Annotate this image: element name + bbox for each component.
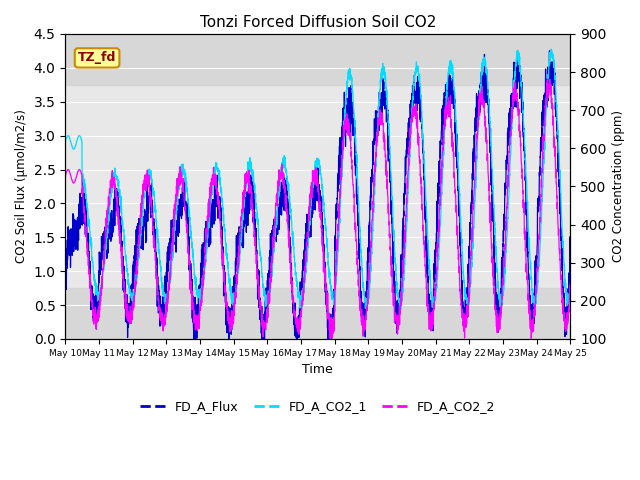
X-axis label: Time: Time bbox=[303, 363, 333, 376]
Title: Tonzi Forced Diffusion Soil CO2: Tonzi Forced Diffusion Soil CO2 bbox=[200, 15, 436, 30]
Y-axis label: CO2 Soil Flux (μmol/m2/s): CO2 Soil Flux (μmol/m2/s) bbox=[15, 109, 28, 264]
Bar bbox=[65, 288, 570, 339]
Y-axis label: CO2 Concentration (ppm): CO2 Concentration (ppm) bbox=[612, 110, 625, 263]
Legend: FD_A_Flux, FD_A_CO2_1, FD_A_CO2_2: FD_A_Flux, FD_A_CO2_1, FD_A_CO2_2 bbox=[135, 395, 500, 418]
Bar bbox=[65, 34, 570, 85]
Text: TZ_fd: TZ_fd bbox=[78, 51, 116, 64]
